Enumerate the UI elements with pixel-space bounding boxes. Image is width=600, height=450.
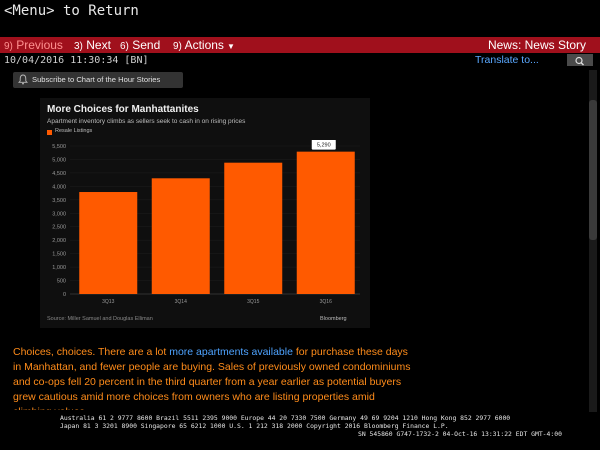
legend-label: Resale Listings: [55, 128, 93, 134]
y-tick-label: 2,000: [52, 238, 66, 244]
y-tick-label: 5,500: [52, 144, 66, 150]
menu-return-hint: <Menu> to Return: [4, 3, 139, 19]
scrollbar-thumb[interactable]: [589, 100, 597, 240]
y-tick-label: 1,500: [52, 252, 66, 258]
legend-swatch: [47, 130, 52, 135]
chart-brand: Bloomberg: [320, 316, 347, 322]
subscribe-label: Subscribe to Chart of the Hour Stories: [32, 75, 161, 84]
y-tick-label: 1,000: [52, 265, 66, 271]
bar: [296, 151, 355, 294]
article-text: Choices, choices. There are a lot: [13, 346, 170, 358]
story-type-title: News: News Story: [487, 38, 586, 52]
y-tick-label: 3,000: [52, 211, 66, 217]
y-tick-label: 3,500: [52, 198, 66, 204]
actions-label: Actions: [181, 38, 224, 52]
chart-subtitle: Apartment inventory climbs as sellers se…: [47, 118, 246, 125]
send-key: 6): [120, 41, 129, 52]
chart-source: Source: Miller Samuel and Douglas Ellima…: [47, 316, 153, 322]
x-tick-label: 3Q14: [175, 299, 187, 305]
previous-button[interactable]: 9) Previous: [4, 37, 63, 53]
footer: Australia 61 2 9777 8600 Brazil 5511 239…: [0, 412, 600, 450]
x-tick-label: 3Q13: [102, 299, 114, 305]
chevron-down-icon: ▼: [226, 42, 235, 51]
footer-contacts-line1: Australia 61 2 9777 8600 Brazil 5511 239…: [60, 414, 511, 422]
chart-plot: 0 500 1,000 1,500 2,000 2,500 3,000 3,500 4,000 4…: [52, 140, 360, 305]
send-button[interactable]: 6) Send: [120, 37, 160, 53]
y-tick-label: 0: [63, 292, 66, 298]
x-tick-label: 3Q16: [320, 299, 332, 305]
data-label: 5,290: [317, 143, 331, 149]
actions-menu-button[interactable]: 9) Actions ▼: [173, 37, 235, 53]
y-tick-label: 5,000: [52, 157, 66, 163]
next-label: Next: [82, 38, 111, 52]
bar: [79, 192, 138, 294]
translate-link[interactable]: Translate to...: [475, 54, 539, 66]
article-body: Choices, choices. There are a lot more a…: [13, 345, 413, 410]
apartments-link[interactable]: more apartments available: [169, 346, 293, 358]
next-button[interactable]: 3) Next: [74, 37, 111, 53]
next-key: 3): [74, 41, 83, 52]
bar: [224, 162, 283, 294]
bell-icon: [18, 74, 28, 85]
y-tick-label: 4,000: [52, 184, 66, 190]
chart-title: More Choices for Manhattanites: [47, 104, 199, 115]
story-timestamp: 10/04/2016 11:30:34 [BN]: [4, 55, 149, 66]
y-tick-label: 500: [57, 279, 66, 285]
search-button[interactable]: [567, 54, 593, 66]
x-tick-label: 3Q15: [247, 299, 259, 305]
search-icon: [575, 56, 584, 66]
toolbar: 9) Previous 3) Next 6) Send 9) Actions ▼ …: [0, 37, 600, 53]
previous-label: Previous: [12, 38, 63, 52]
previous-key: 9): [4, 41, 13, 52]
subscribe-chart-button[interactable]: Subscribe to Chart of the Hour Stories: [13, 72, 183, 88]
article-text: for purchase these days in Manhattan, an…: [13, 346, 411, 410]
bar: [151, 178, 210, 294]
scrollbar-track[interactable]: [589, 70, 597, 412]
send-label: Send: [128, 38, 161, 52]
y-tick-label: 4,500: [52, 171, 66, 177]
callout-box: [311, 140, 336, 150]
actions-key: 9): [173, 41, 182, 52]
y-tick-label: 2,500: [52, 225, 66, 231]
footer-session-line: SN 545860 G747-1732-2 04-Oct-16 13:31:22…: [358, 430, 562, 438]
footer-contacts-line2: Japan 81 3 3201 8900 Singapore 65 6212 1…: [60, 422, 449, 430]
